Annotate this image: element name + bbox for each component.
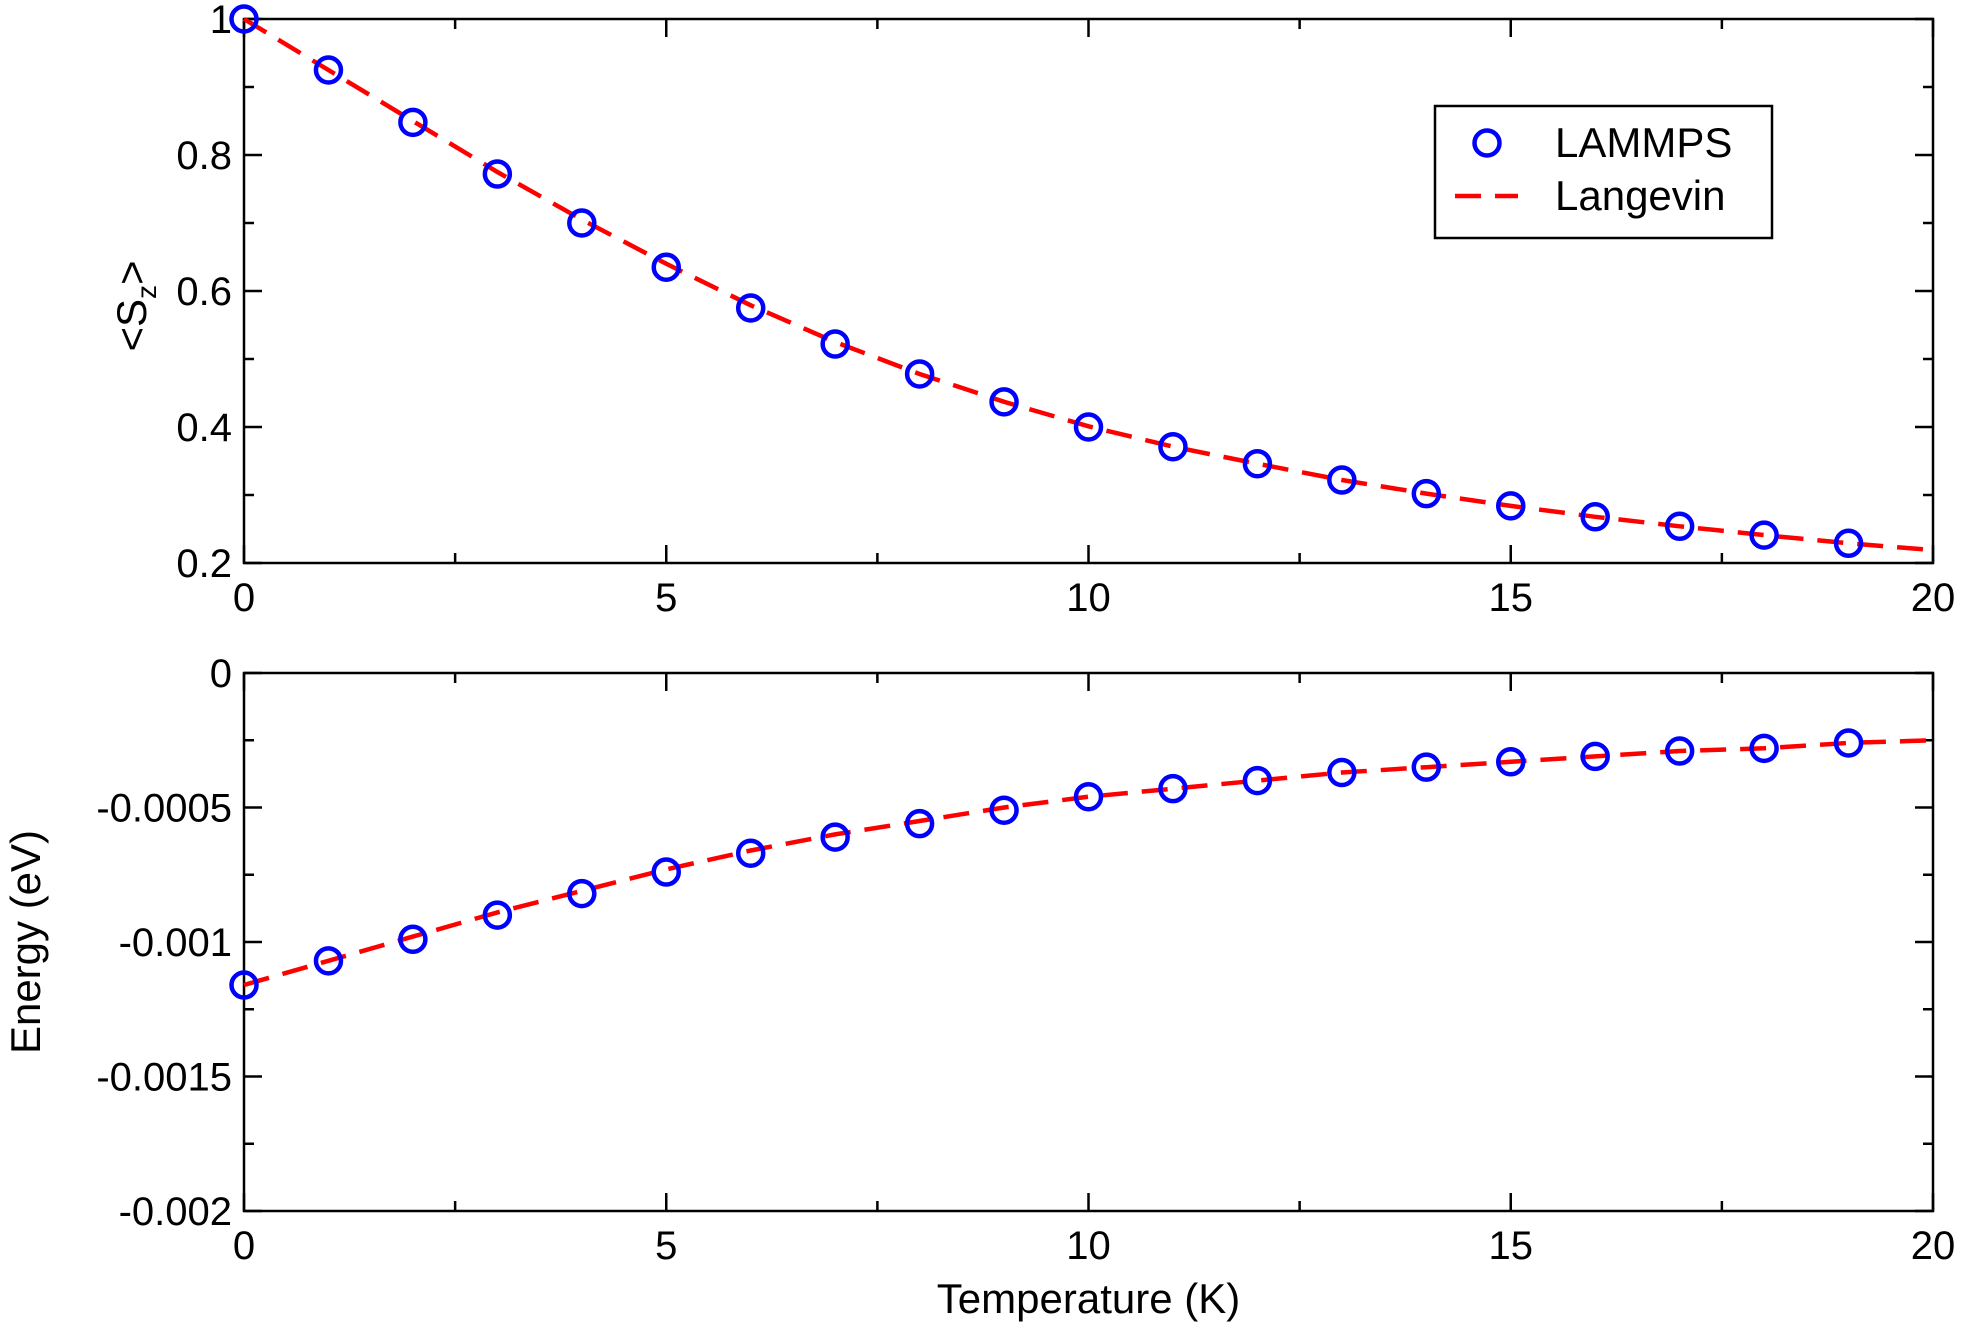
- y-title-suffix: >: [108, 260, 155, 285]
- bottom-point-lammps: [1833, 728, 1864, 758]
- top-point-lammps: [989, 387, 1019, 417]
- top-y-tick-label: 0.8: [176, 134, 232, 178]
- top-x-tick-label: 10: [1066, 576, 1111, 620]
- top-y-tick-label: 0.2: [176, 542, 232, 586]
- bottom-x-tick-label: 10: [1066, 1224, 1111, 1268]
- top-point-lammps: [735, 293, 766, 323]
- legend: LAMMPS Langevin: [1433, 104, 1774, 240]
- y-title-subscript: z: [131, 285, 162, 299]
- top-point-lammps: [651, 252, 681, 282]
- top-point-lammps: [1833, 528, 1864, 559]
- bottom-point-lammps: [820, 822, 850, 852]
- bottom-point-lammps: [1749, 733, 1779, 764]
- bottom-point-lammps: [398, 924, 428, 955]
- bottom-x-tick-label: 0: [233, 1224, 255, 1268]
- bottom-y-tick-label: -0.002: [119, 1190, 232, 1234]
- bottom-x-tick-label: 15: [1489, 1224, 1534, 1268]
- top-point-lammps: [820, 329, 850, 359]
- top-point-lammps: [1411, 478, 1442, 509]
- bottom-point-lammps: [1327, 757, 1357, 788]
- top-point-lammps: [1242, 448, 1273, 479]
- bottom-y-tick-label: -0.001: [119, 921, 232, 965]
- bottom-x-tick-label: 5: [655, 1224, 677, 1268]
- top-point-lammps: [1580, 502, 1610, 532]
- bottom-point-lammps: [904, 808, 935, 839]
- bottom-plot-frame: [242, 671, 1935, 1213]
- top-series-line-langevin: [242, 17, 1934, 553]
- top-point-lammps: [313, 55, 344, 85]
- top-y-axis-title: <Sz>: [108, 260, 162, 351]
- bottom-point-lammps: [229, 970, 259, 1000]
- bottom-point-lammps: [1073, 781, 1104, 812]
- legend-box: [1433, 104, 1774, 240]
- bottom-point-lammps: [1411, 752, 1442, 782]
- top-x-tick-label: 5: [655, 576, 677, 620]
- bottom-y-axis-title: Energy (eV): [2, 830, 49, 1054]
- bottom-point-lammps: [1664, 736, 1695, 766]
- bottom-point-lammps: [313, 946, 344, 976]
- bottom-point-lammps: [482, 900, 513, 930]
- top-point-lammps: [1158, 431, 1188, 462]
- top-point-lammps: [398, 107, 428, 138]
- top-point-lammps: [1496, 491, 1526, 521]
- bottom-x-axis-title: Temperature (K): [937, 1275, 1240, 1322]
- top-plot-frame: [242, 17, 1935, 565]
- bottom-point-lammps: [1158, 773, 1188, 804]
- top-point-lammps: [1749, 520, 1779, 550]
- top-y-tick-label: 0.6: [176, 270, 232, 314]
- top-x-tick-label: 15: [1489, 576, 1534, 620]
- legend-label-langevin: Langevin: [1555, 172, 1725, 219]
- top-point-lammps: [904, 359, 935, 389]
- top-point-lammps: [482, 159, 513, 189]
- y-title-prefix: <S: [108, 299, 155, 352]
- bottom-point-lammps: [1496, 747, 1526, 777]
- bottom-panel-energy: 0 5 10 15 20 -0.002 -0.0015 -0.001 -0.0005 0 Energ…: [2, 652, 1955, 1322]
- bottom-y-tick-label: -0.0005: [96, 787, 232, 831]
- top-x-tick-label: 0: [233, 576, 255, 620]
- bottom-point-lammps: [567, 878, 597, 909]
- legend-label-lammps: LAMMPS: [1555, 119, 1732, 166]
- top-x-tick-label: 20: [1911, 576, 1956, 620]
- legend-lammps-marker: [1472, 128, 1502, 158]
- bottom-point-lammps: [651, 857, 681, 887]
- top-point-lammps: [1327, 465, 1357, 495]
- bottom-series-line-langevin: [243, 738, 1934, 988]
- top-y-tick-label: 0.4: [176, 406, 232, 450]
- bottom-point-lammps: [735, 838, 766, 868]
- bottom-x-tick-label: 20: [1911, 1224, 1956, 1268]
- bottom-point-lammps: [1242, 765, 1273, 796]
- bottom-point-lammps: [1580, 741, 1610, 772]
- top-panel-sz: 0 5 10 15 20 0.2 0.4 0.6 0.8 1 <Sz> LAMMPS Langevin: [108, 0, 1955, 620]
- top-point-lammps: [1664, 511, 1695, 542]
- bottom-y-tick-label: -0.0015: [96, 1056, 232, 1100]
- top-point-lammps: [1073, 412, 1104, 442]
- top-point-lammps: [229, 4, 259, 34]
- bottom-y-tick-label: 0: [210, 652, 232, 696]
- top-y-tick-label: 1: [210, 0, 232, 42]
- bottom-point-lammps: [989, 795, 1019, 825]
- top-point-lammps: [567, 208, 597, 238]
